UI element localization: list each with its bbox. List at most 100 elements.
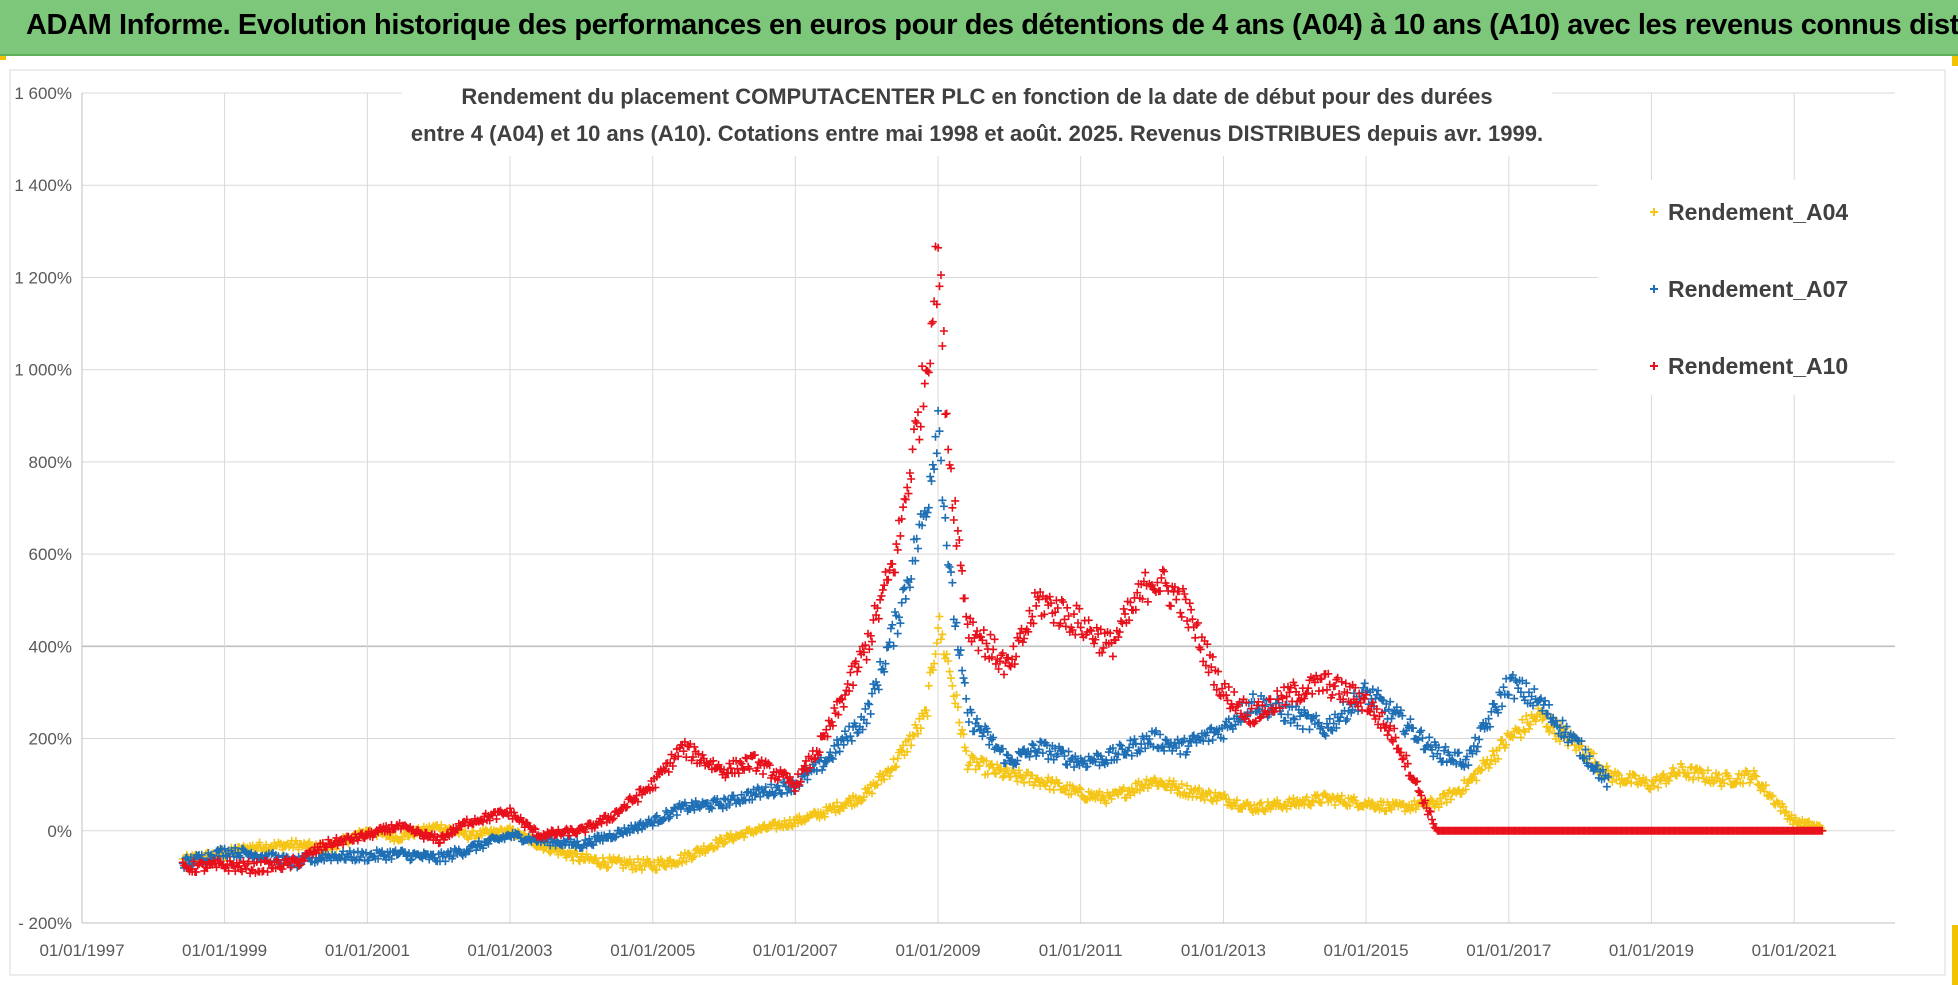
data-point	[1071, 630, 1080, 639]
data-point	[1084, 616, 1093, 625]
data-point	[1418, 734, 1427, 743]
data-point	[1214, 667, 1223, 676]
data-point	[937, 456, 945, 465]
data-point	[960, 743, 969, 752]
data-point	[963, 765, 972, 774]
data-point	[737, 790, 746, 799]
data-point	[820, 812, 829, 821]
data-point	[1398, 755, 1407, 764]
data-point	[1224, 795, 1233, 804]
data-point	[876, 595, 885, 604]
data-point	[1074, 619, 1082, 627]
data-point	[716, 800, 724, 809]
data-point	[1367, 798, 1376, 807]
data-point	[989, 645, 998, 654]
data-point	[892, 540, 901, 549]
data-point	[244, 857, 253, 866]
data-point	[914, 729, 922, 738]
data-point	[1428, 815, 1436, 824]
data-point	[1162, 581, 1171, 590]
data-point	[496, 824, 505, 833]
data-point	[1543, 710, 1552, 718]
data-point	[962, 612, 971, 621]
data-point	[1029, 619, 1038, 628]
data-point	[1006, 756, 1015, 765]
data-point	[1805, 817, 1813, 826]
data-point	[827, 717, 836, 726]
data-point	[1343, 715, 1352, 723]
data-point	[1032, 751, 1041, 760]
data-point	[1335, 690, 1344, 698]
data-point	[945, 460, 954, 469]
data-point	[1009, 642, 1018, 651]
data-point	[1331, 801, 1339, 809]
data-point	[1222, 691, 1231, 700]
data-point	[407, 855, 416, 864]
data-point	[1051, 608, 1060, 617]
x-tick-label: 01/01/2013	[1181, 941, 1266, 960]
data-point	[1091, 635, 1100, 644]
data-point	[1581, 745, 1590, 754]
data-point	[1036, 588, 1045, 596]
data-point	[1613, 769, 1622, 778]
data-point	[1624, 774, 1633, 782]
data-point	[1499, 683, 1508, 692]
data-point	[1429, 752, 1438, 761]
data-point	[1177, 738, 1186, 747]
data-point	[1263, 798, 1272, 806]
data-point	[1403, 759, 1412, 768]
data-point	[963, 620, 972, 629]
data-point	[510, 808, 518, 817]
data-point	[1034, 745, 1043, 754]
data-point	[1527, 692, 1536, 701]
data-point	[1141, 568, 1150, 577]
data-point	[259, 866, 268, 875]
data-point	[1185, 736, 1194, 745]
data-point	[1602, 762, 1611, 771]
data-point	[1526, 720, 1535, 729]
data-point	[596, 862, 605, 871]
data-point	[985, 740, 994, 749]
data-point	[869, 615, 878, 624]
data-point	[1177, 780, 1186, 789]
y-tick-label: 1 000%	[14, 361, 72, 380]
data-point	[1415, 728, 1424, 737]
data-point	[1090, 639, 1099, 648]
data-point	[1343, 688, 1352, 697]
data-point	[989, 763, 998, 772]
data-point	[255, 838, 264, 847]
data-point	[935, 427, 944, 436]
data-point	[559, 847, 568, 856]
data-point	[694, 749, 703, 758]
data-point	[934, 406, 943, 415]
data-point	[1525, 688, 1533, 697]
data-point	[1372, 705, 1381, 713]
legend-label: Rendement_A07	[1668, 276, 1848, 302]
data-point	[698, 750, 707, 759]
data-point	[1374, 686, 1383, 695]
data-point	[573, 829, 582, 838]
data-point	[690, 742, 699, 751]
data-point	[1130, 735, 1139, 744]
data-point	[1029, 741, 1038, 750]
data-point	[1321, 731, 1330, 740]
data-point	[903, 483, 912, 492]
data-point	[1305, 725, 1314, 734]
data-point	[1010, 660, 1019, 669]
data-point	[666, 812, 675, 821]
data-point	[668, 762, 677, 770]
data-point	[1199, 657, 1208, 666]
data-point	[1183, 616, 1192, 625]
data-point	[1510, 694, 1519, 703]
data-point	[305, 838, 314, 847]
data-point	[732, 756, 741, 765]
data-point	[1047, 777, 1055, 786]
data-point	[881, 567, 890, 576]
data-point	[1183, 747, 1192, 756]
data-point	[969, 618, 977, 627]
data-point	[934, 243, 943, 252]
data-point	[838, 695, 847, 704]
data-point	[924, 503, 933, 512]
data-point	[349, 848, 358, 857]
